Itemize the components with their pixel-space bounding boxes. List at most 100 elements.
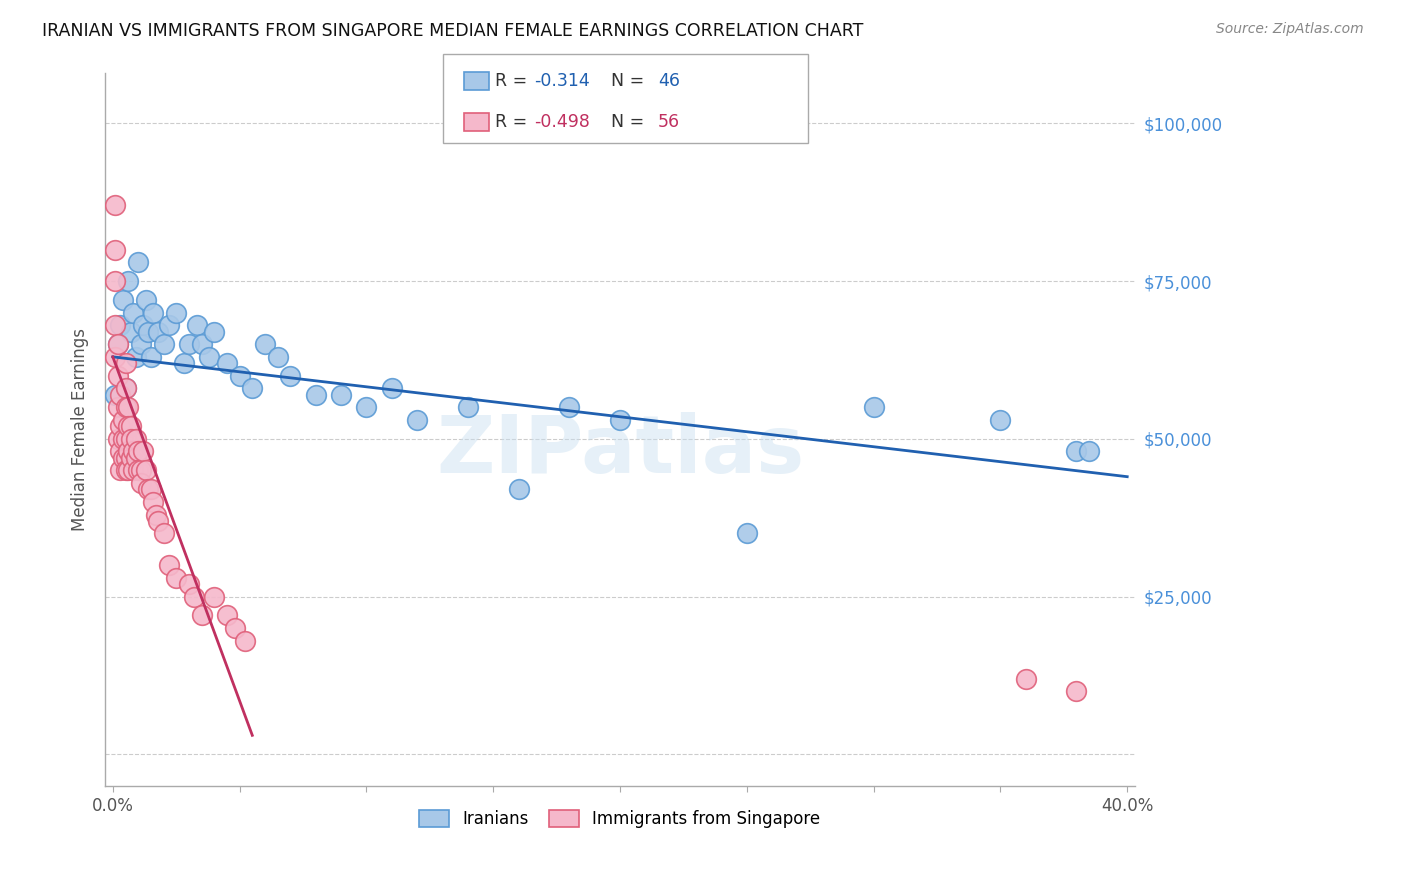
Point [165,306,187,320]
Point [406,413,429,427]
Point [110,318,132,333]
Point [233,633,256,648]
Point [165,571,187,585]
Point [142,306,165,320]
Point [1066,444,1088,458]
Point [114,432,136,446]
Point [107,432,129,446]
Point [558,401,581,415]
Point [124,450,146,465]
Point [132,444,155,458]
Text: N =: N = [600,113,650,131]
Point [114,356,136,370]
Point [142,495,165,509]
Text: 46: 46 [658,72,681,90]
Point [111,450,134,465]
Point [114,381,136,395]
Text: N =: N = [600,72,650,90]
Text: R =: R = [495,72,533,90]
Point [215,356,238,370]
Point [139,350,162,364]
Point [104,318,127,333]
Point [139,483,162,497]
Point [124,350,146,364]
Point [157,558,180,572]
Point [177,577,200,591]
Point [253,337,276,351]
Point [114,381,136,395]
Point [1066,684,1088,698]
Point [127,463,149,477]
Point [202,590,225,604]
Text: 56: 56 [658,113,681,131]
Point [127,255,149,269]
Text: Source: ZipAtlas.com: Source: ZipAtlas.com [1216,22,1364,37]
Point [120,450,142,465]
Point [157,318,180,333]
Point [110,463,132,477]
Point [136,483,159,497]
Point [173,356,195,370]
Point [1015,672,1038,686]
Point [457,401,479,415]
Text: -0.314: -0.314 [534,72,591,90]
Point [280,368,302,383]
Point [148,514,170,528]
Point [104,243,127,257]
Point [129,475,152,490]
Point [136,325,159,339]
Point [508,483,530,497]
Point [114,401,136,415]
Point [117,274,139,288]
Point [129,337,152,351]
Point [266,350,288,364]
Point [104,274,127,288]
Point [177,337,200,351]
Point [381,381,404,395]
Point [122,444,145,458]
Point [862,401,884,415]
Text: R =: R = [495,113,533,131]
Point [110,444,132,458]
Point [190,608,212,623]
Point [107,337,129,351]
Point [228,368,250,383]
Point [114,450,136,465]
Point [120,432,142,446]
Point [122,306,145,320]
Point [1078,444,1101,458]
Point [127,444,149,458]
Point [104,350,127,364]
Text: -0.498: -0.498 [534,113,591,131]
Point [190,337,212,351]
Point [735,526,758,541]
Point [122,463,145,477]
Point [135,463,157,477]
Point [120,419,142,434]
Point [198,350,221,364]
Legend: Iranians, Immigrants from Singapore: Iranians, Immigrants from Singapore [413,803,827,835]
Point [129,463,152,477]
Point [183,590,205,604]
Point [104,198,127,212]
Point [356,401,378,415]
Point [145,508,167,522]
Point [202,325,225,339]
Point [215,608,238,623]
Point [111,432,134,446]
Point [107,401,129,415]
Point [111,413,134,427]
Point [132,318,155,333]
Point [148,325,170,339]
Text: ZIPatlas: ZIPatlas [436,412,804,490]
Point [224,621,246,635]
Text: IRANIAN VS IMMIGRANTS FROM SINGAPORE MEDIAN FEMALE EARNINGS CORRELATION CHART: IRANIAN VS IMMIGRANTS FROM SINGAPORE MED… [42,22,863,40]
Point [990,413,1012,427]
Point [117,419,139,434]
Point [117,444,139,458]
Point [240,381,263,395]
Point [135,293,157,307]
Y-axis label: Median Female Earnings: Median Female Earnings [72,328,89,531]
Point [114,463,136,477]
Point [124,432,146,446]
